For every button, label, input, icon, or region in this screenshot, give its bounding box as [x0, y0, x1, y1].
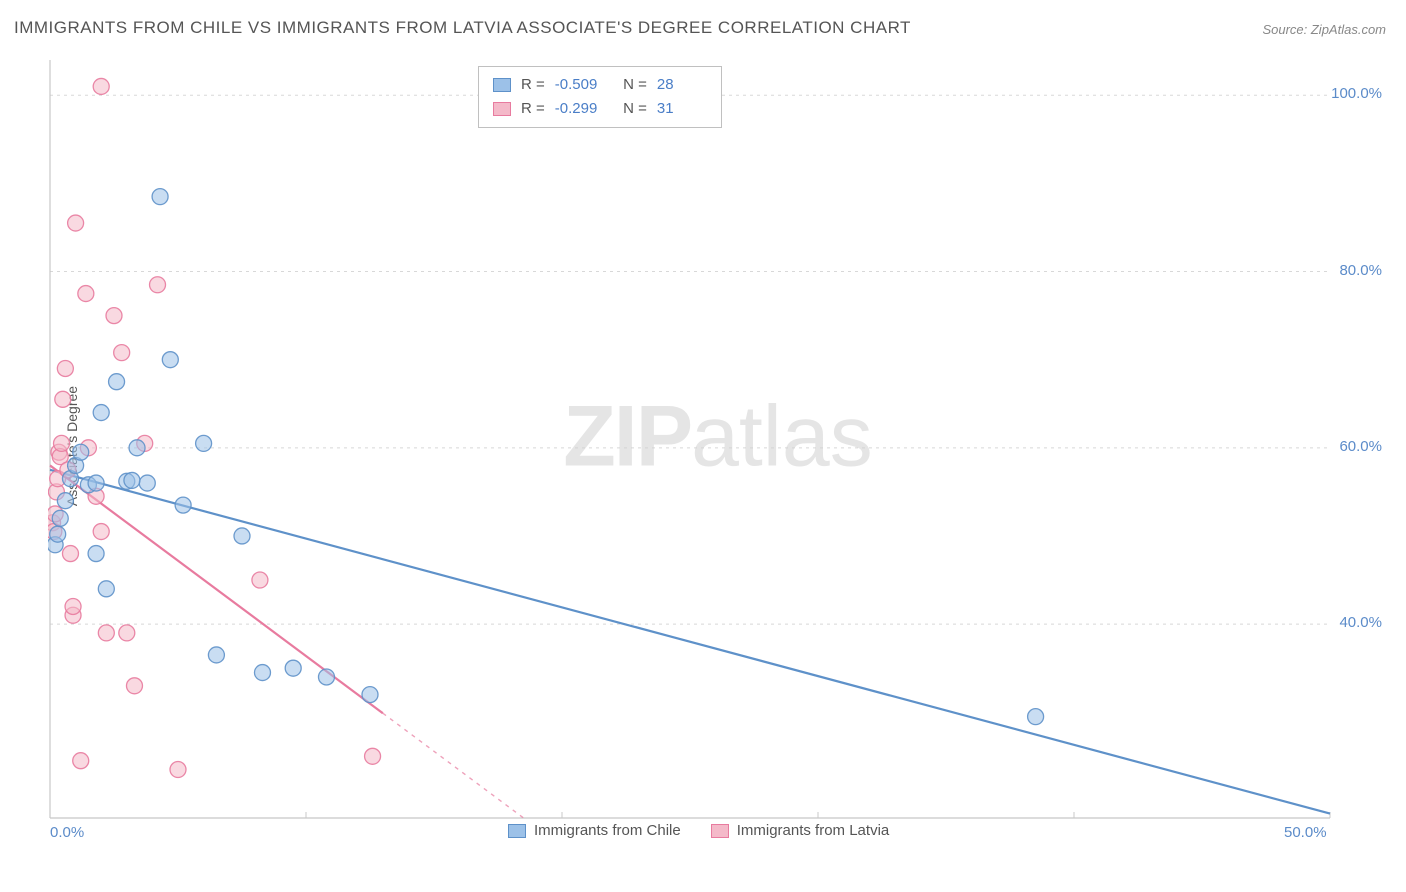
- correlation-stats-box: R = -0.509 N = 28R = -0.299 N = 31: [478, 66, 722, 128]
- legend-swatch-icon: [711, 824, 729, 838]
- series-swatch-icon: [493, 78, 511, 92]
- series-legend: Immigrants from Chile Immigrants from Lat…: [508, 822, 889, 839]
- r-label: R =: [521, 97, 545, 121]
- y-tick-label: 60.0%: [1339, 438, 1382, 455]
- y-tick-label: 100.0%: [1331, 85, 1382, 102]
- r-label: R =: [521, 73, 545, 97]
- n-value: 31: [657, 97, 707, 121]
- chart-plot-area: ZIPatlas R = -0.509 N = 28R = -0.299 N =…: [48, 58, 1388, 848]
- legend-label: Immigrants from Latvia: [737, 822, 890, 839]
- x-tick-label: 0.0%: [50, 824, 84, 841]
- x-tick-label: 50.0%: [1284, 824, 1327, 841]
- y-tick-label: 80.0%: [1339, 262, 1382, 279]
- legend-item: Immigrants from Chile: [508, 822, 681, 839]
- stats-row: R = -0.299 N = 31: [493, 97, 707, 121]
- scatter-chart: [48, 58, 1388, 848]
- legend-swatch-icon: [508, 824, 526, 838]
- source-attribution: Source: ZipAtlas.com: [1262, 22, 1386, 37]
- n-label: N =: [615, 97, 647, 121]
- legend-item: Immigrants from Latvia: [711, 822, 890, 839]
- n-label: N =: [615, 73, 647, 97]
- r-value: -0.299: [555, 97, 605, 121]
- n-value: 28: [657, 73, 707, 97]
- legend-label: Immigrants from Chile: [534, 822, 681, 839]
- stats-row: R = -0.509 N = 28: [493, 73, 707, 97]
- chart-title: IMMIGRANTS FROM CHILE VS IMMIGRANTS FROM…: [14, 18, 911, 38]
- r-value: -0.509: [555, 73, 605, 97]
- series-swatch-icon: [493, 102, 511, 116]
- y-tick-label: 40.0%: [1339, 614, 1382, 631]
